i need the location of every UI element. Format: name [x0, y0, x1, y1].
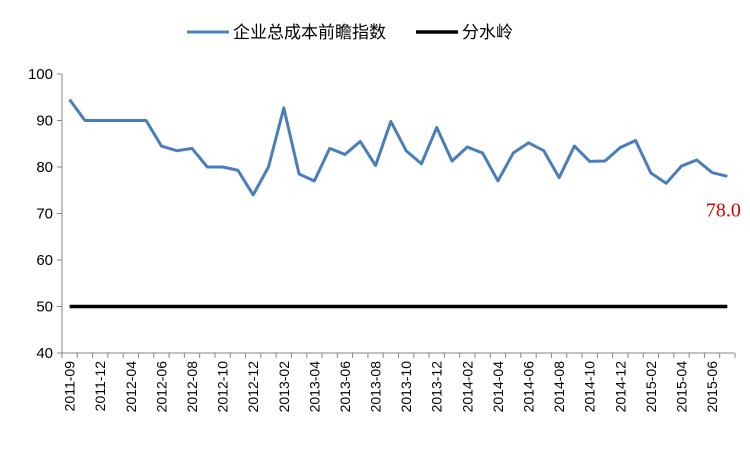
x-tick-label: 2012-12 [245, 361, 261, 413]
legend-label: 企业总成本前瞻指数 [233, 23, 386, 42]
y-tick-label: 40 [36, 345, 53, 362]
legend-label: 分水岭 [462, 23, 513, 42]
y-tick-label: 50 [36, 299, 53, 316]
x-tick-label: 2011-12 [92, 361, 108, 412]
x-tick-label: 2013-12 [429, 361, 445, 413]
x-tick-label: 2012-04 [123, 361, 139, 413]
x-tick-label: 2012-06 [153, 361, 169, 413]
x-tick-label: 2013-02 [276, 361, 292, 413]
x-tick-label: 2013-04 [306, 361, 322, 413]
x-tick-label: 2013-10 [398, 361, 414, 413]
y-tick-label: 70 [36, 206, 53, 223]
x-tick-label: 2014-10 [582, 361, 598, 413]
x-tick-label: 2012-10 [215, 361, 231, 413]
x-tick-label: 2014-02 [459, 361, 475, 413]
y-tick-label: 60 [36, 252, 53, 269]
x-tick-label: 2014-08 [551, 361, 567, 413]
x-tick-label: 2014-06 [521, 361, 537, 413]
x-tick-label: 2011-09 [62, 361, 78, 412]
x-tick-label: 2015-06 [704, 361, 720, 413]
y-tick-label: 80 [36, 159, 53, 176]
x-tick-label: 2012-08 [184, 361, 200, 413]
x-tick-label: 2013-06 [337, 361, 353, 413]
y-tick-label: 90 [36, 113, 53, 130]
x-tick-label: 2015-04 [673, 361, 689, 413]
data-label: 78.0 [706, 199, 741, 221]
x-tick-label: 2014-12 [612, 361, 628, 413]
x-tick-label: 2015-02 [643, 361, 659, 413]
x-tick-label: 2013-08 [368, 361, 384, 413]
series-line [68, 98, 728, 197]
x-tick-label: 2014-04 [490, 361, 506, 413]
y-tick-label: 100 [28, 66, 53, 83]
